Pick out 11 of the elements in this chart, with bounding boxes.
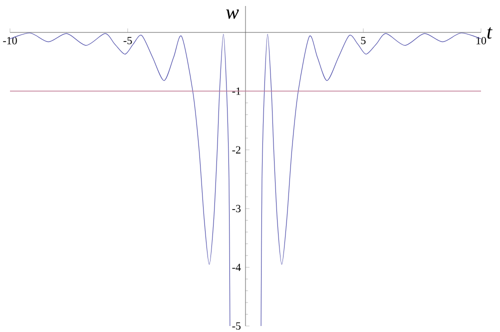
y-tick-label: -5 — [232, 322, 241, 330]
y-axis-title: w — [226, 10, 239, 19]
x-tick-label: 5 — [361, 36, 366, 44]
y-tick-label: -3 — [232, 204, 241, 212]
x-tick-label: 10 — [476, 36, 486, 44]
x-axis-title: t — [487, 27, 492, 39]
x-tick-label: -10 — [3, 36, 17, 44]
y-tick-label: -2 — [232, 146, 240, 154]
y-tick-label: -4 — [232, 264, 241, 271]
x-tick-label: -5 — [124, 36, 132, 44]
y-tick-label: -1 — [232, 88, 240, 95]
